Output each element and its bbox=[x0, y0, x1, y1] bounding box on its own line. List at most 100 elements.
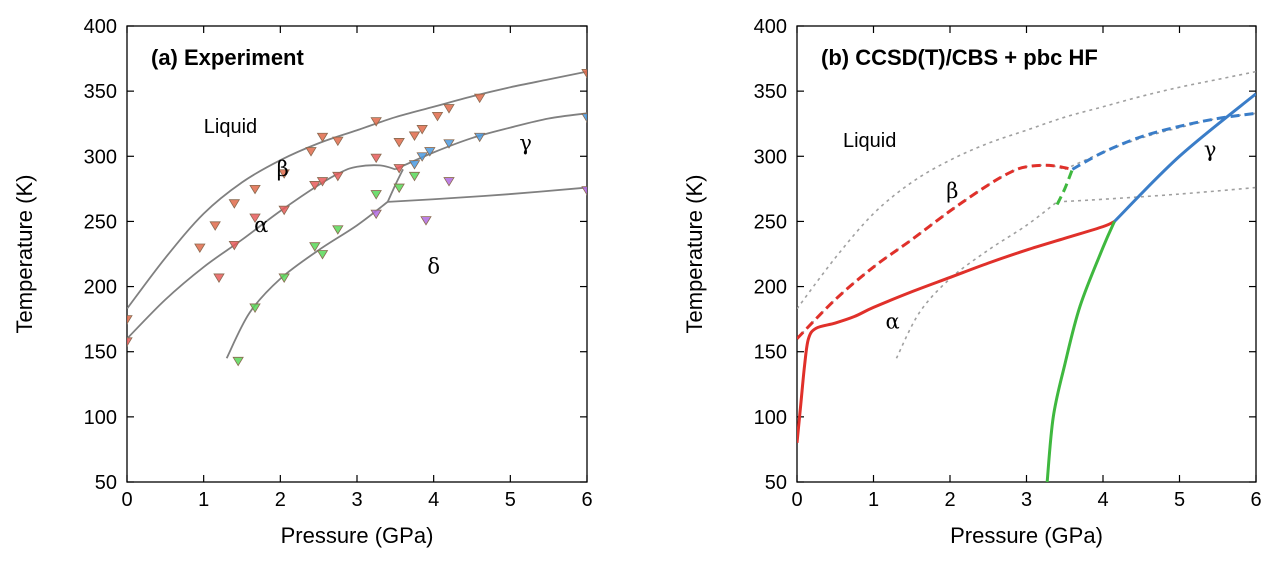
x-axis-label: Pressure (GPa) bbox=[281, 523, 434, 548]
curve-beta-gamma-blue-dashed bbox=[1071, 111, 1256, 171]
panel-title: (b) CCSD(T)/CBS + pbc HF bbox=[821, 45, 1098, 70]
x-tick-label: 0 bbox=[121, 489, 132, 511]
data-point-alpha-delta bbox=[232, 356, 244, 367]
curve-exp-liquid bbox=[797, 70, 1256, 310]
data-point-alpha-beta bbox=[127, 337, 133, 347]
data-point-beta-gamma bbox=[408, 160, 421, 170]
x-tick-label: 6 bbox=[1250, 489, 1261, 511]
data-point-alpha-delta bbox=[370, 190, 382, 200]
data-point-alpha-beta bbox=[278, 205, 290, 216]
data-point-liquid-beta bbox=[408, 131, 421, 141]
y-tick-label: 400 bbox=[754, 16, 787, 38]
x-tick-label: 2 bbox=[944, 489, 955, 511]
plot-area bbox=[127, 69, 587, 367]
data-point-alpha-beta bbox=[393, 164, 405, 174]
data-point-alpha-delta bbox=[393, 183, 405, 194]
data-point-liquid-beta bbox=[416, 125, 428, 135]
curve-delta-gamma-boundary bbox=[387, 186, 587, 203]
region-label: γ bbox=[519, 131, 532, 155]
data-point-beta-gamma bbox=[473, 132, 486, 143]
data-point-alpha-delta bbox=[316, 250, 329, 260]
data-point-alpha-beta bbox=[228, 240, 241, 251]
curve-gamma-blue-solid bbox=[1113, 92, 1256, 223]
data-point-liquid-beta bbox=[393, 138, 405, 148]
curve-beta-gamma-boundary bbox=[394, 112, 587, 171]
data-point-liquid-beta bbox=[305, 147, 317, 157]
y-tick-label: 400 bbox=[84, 16, 117, 38]
y-tick-label: 300 bbox=[84, 146, 117, 168]
data-point-alpha-delta bbox=[249, 303, 261, 313]
data-point-alpha-beta bbox=[249, 213, 261, 224]
curve-alpha-delta-boundary bbox=[225, 201, 389, 359]
region-label: Liquid bbox=[204, 116, 257, 138]
x-tick-label: 6 bbox=[581, 489, 592, 511]
region-label: β bbox=[277, 157, 289, 181]
curve-beta-green-dashed bbox=[1055, 168, 1074, 206]
data-point-alpha-delta bbox=[408, 171, 421, 182]
data-point-liquid-beta bbox=[316, 132, 329, 143]
data-point-alpha-delta bbox=[278, 273, 290, 283]
data-point-liquid-beta bbox=[228, 199, 241, 209]
x-tick-label: 4 bbox=[428, 489, 439, 511]
x-tick-label: 1 bbox=[868, 489, 879, 511]
data-point-alpha-beta bbox=[370, 153, 382, 164]
y-tick-label: 150 bbox=[754, 342, 787, 364]
x-tick-label: 3 bbox=[351, 489, 362, 511]
x-axis-label: Pressure (GPa) bbox=[950, 523, 1103, 548]
data-point-alpha-beta bbox=[316, 177, 329, 187]
data-point-liquid-beta bbox=[581, 69, 587, 79]
curve-alpha-beta-red-dashed bbox=[797, 163, 1073, 340]
region-label: Liquid bbox=[843, 130, 896, 152]
data-point-liquid-beta bbox=[249, 184, 261, 195]
y-tick-label: 350 bbox=[84, 81, 117, 103]
curve-green-solid bbox=[1045, 220, 1116, 482]
y-tick-label: 50 bbox=[765, 472, 787, 494]
y-axis-label: Temperature (K) bbox=[12, 175, 37, 334]
y-tick-label: 250 bbox=[84, 211, 117, 233]
data-point-delta-gamma bbox=[581, 186, 587, 196]
data-point-delta-gamma bbox=[370, 209, 382, 220]
curve-exp-alpha-delta bbox=[895, 201, 1058, 359]
data-point-liquid-beta bbox=[209, 221, 221, 231]
data-point-liquid-beta bbox=[278, 169, 290, 179]
region-label: α bbox=[254, 213, 268, 237]
y-tick-label: 100 bbox=[754, 407, 787, 429]
y-tick-label: 250 bbox=[754, 211, 787, 233]
data-point-beta-gamma bbox=[581, 113, 587, 123]
region-label: δ bbox=[427, 255, 440, 279]
curve-alpha-red-solid bbox=[797, 220, 1116, 444]
data-point-liquid-beta bbox=[194, 243, 206, 254]
curve-liquid-boundary bbox=[127, 70, 587, 310]
data-point-alpha-delta bbox=[332, 225, 344, 235]
x-tick-label: 4 bbox=[1097, 489, 1108, 511]
data-point-delta-gamma bbox=[443, 177, 455, 187]
data-point-beta-gamma bbox=[443, 139, 455, 149]
data-point-liquid-beta bbox=[332, 136, 344, 147]
data-point-alpha-delta bbox=[309, 242, 321, 252]
y-axis-label: Temperature (K) bbox=[682, 175, 707, 334]
y-tick-label: 50 bbox=[95, 472, 117, 494]
plot-frame bbox=[796, 25, 1257, 483]
x-tick-label: 2 bbox=[275, 489, 286, 511]
panel-b: 0 1 2 3 4 5 6 50 100 150 200 250 300 350 400 Pressure (… bbox=[682, 16, 1262, 548]
data-point-alpha-beta bbox=[309, 181, 321, 191]
y-tick-label: 200 bbox=[754, 277, 787, 299]
y-tick-label: 200 bbox=[84, 277, 117, 299]
data-point-liquid-beta bbox=[127, 315, 133, 325]
x-tick-label: 1 bbox=[198, 489, 209, 511]
data-point-liquid-beta bbox=[473, 93, 486, 104]
data-point-alpha-beta bbox=[332, 171, 344, 182]
panel-a: 0 1 2 3 4 5 6 50 100 150 200 250 300 350 400 Pressure (… bbox=[12, 16, 593, 548]
x-tick-label: 0 bbox=[791, 489, 802, 511]
plot-frame bbox=[126, 25, 588, 483]
data-point-delta-gamma bbox=[420, 216, 432, 226]
x-tick-label: 5 bbox=[1174, 489, 1185, 511]
data-point-liquid-beta bbox=[431, 111, 444, 122]
plot-area bbox=[797, 70, 1256, 482]
data-point-beta-gamma bbox=[416, 152, 428, 162]
data-point-beta-gamma bbox=[424, 147, 436, 157]
curve-exp-delta-gamma bbox=[1057, 186, 1256, 203]
data-point-liquid-beta bbox=[370, 117, 382, 127]
y-tick-label: 350 bbox=[754, 81, 787, 103]
